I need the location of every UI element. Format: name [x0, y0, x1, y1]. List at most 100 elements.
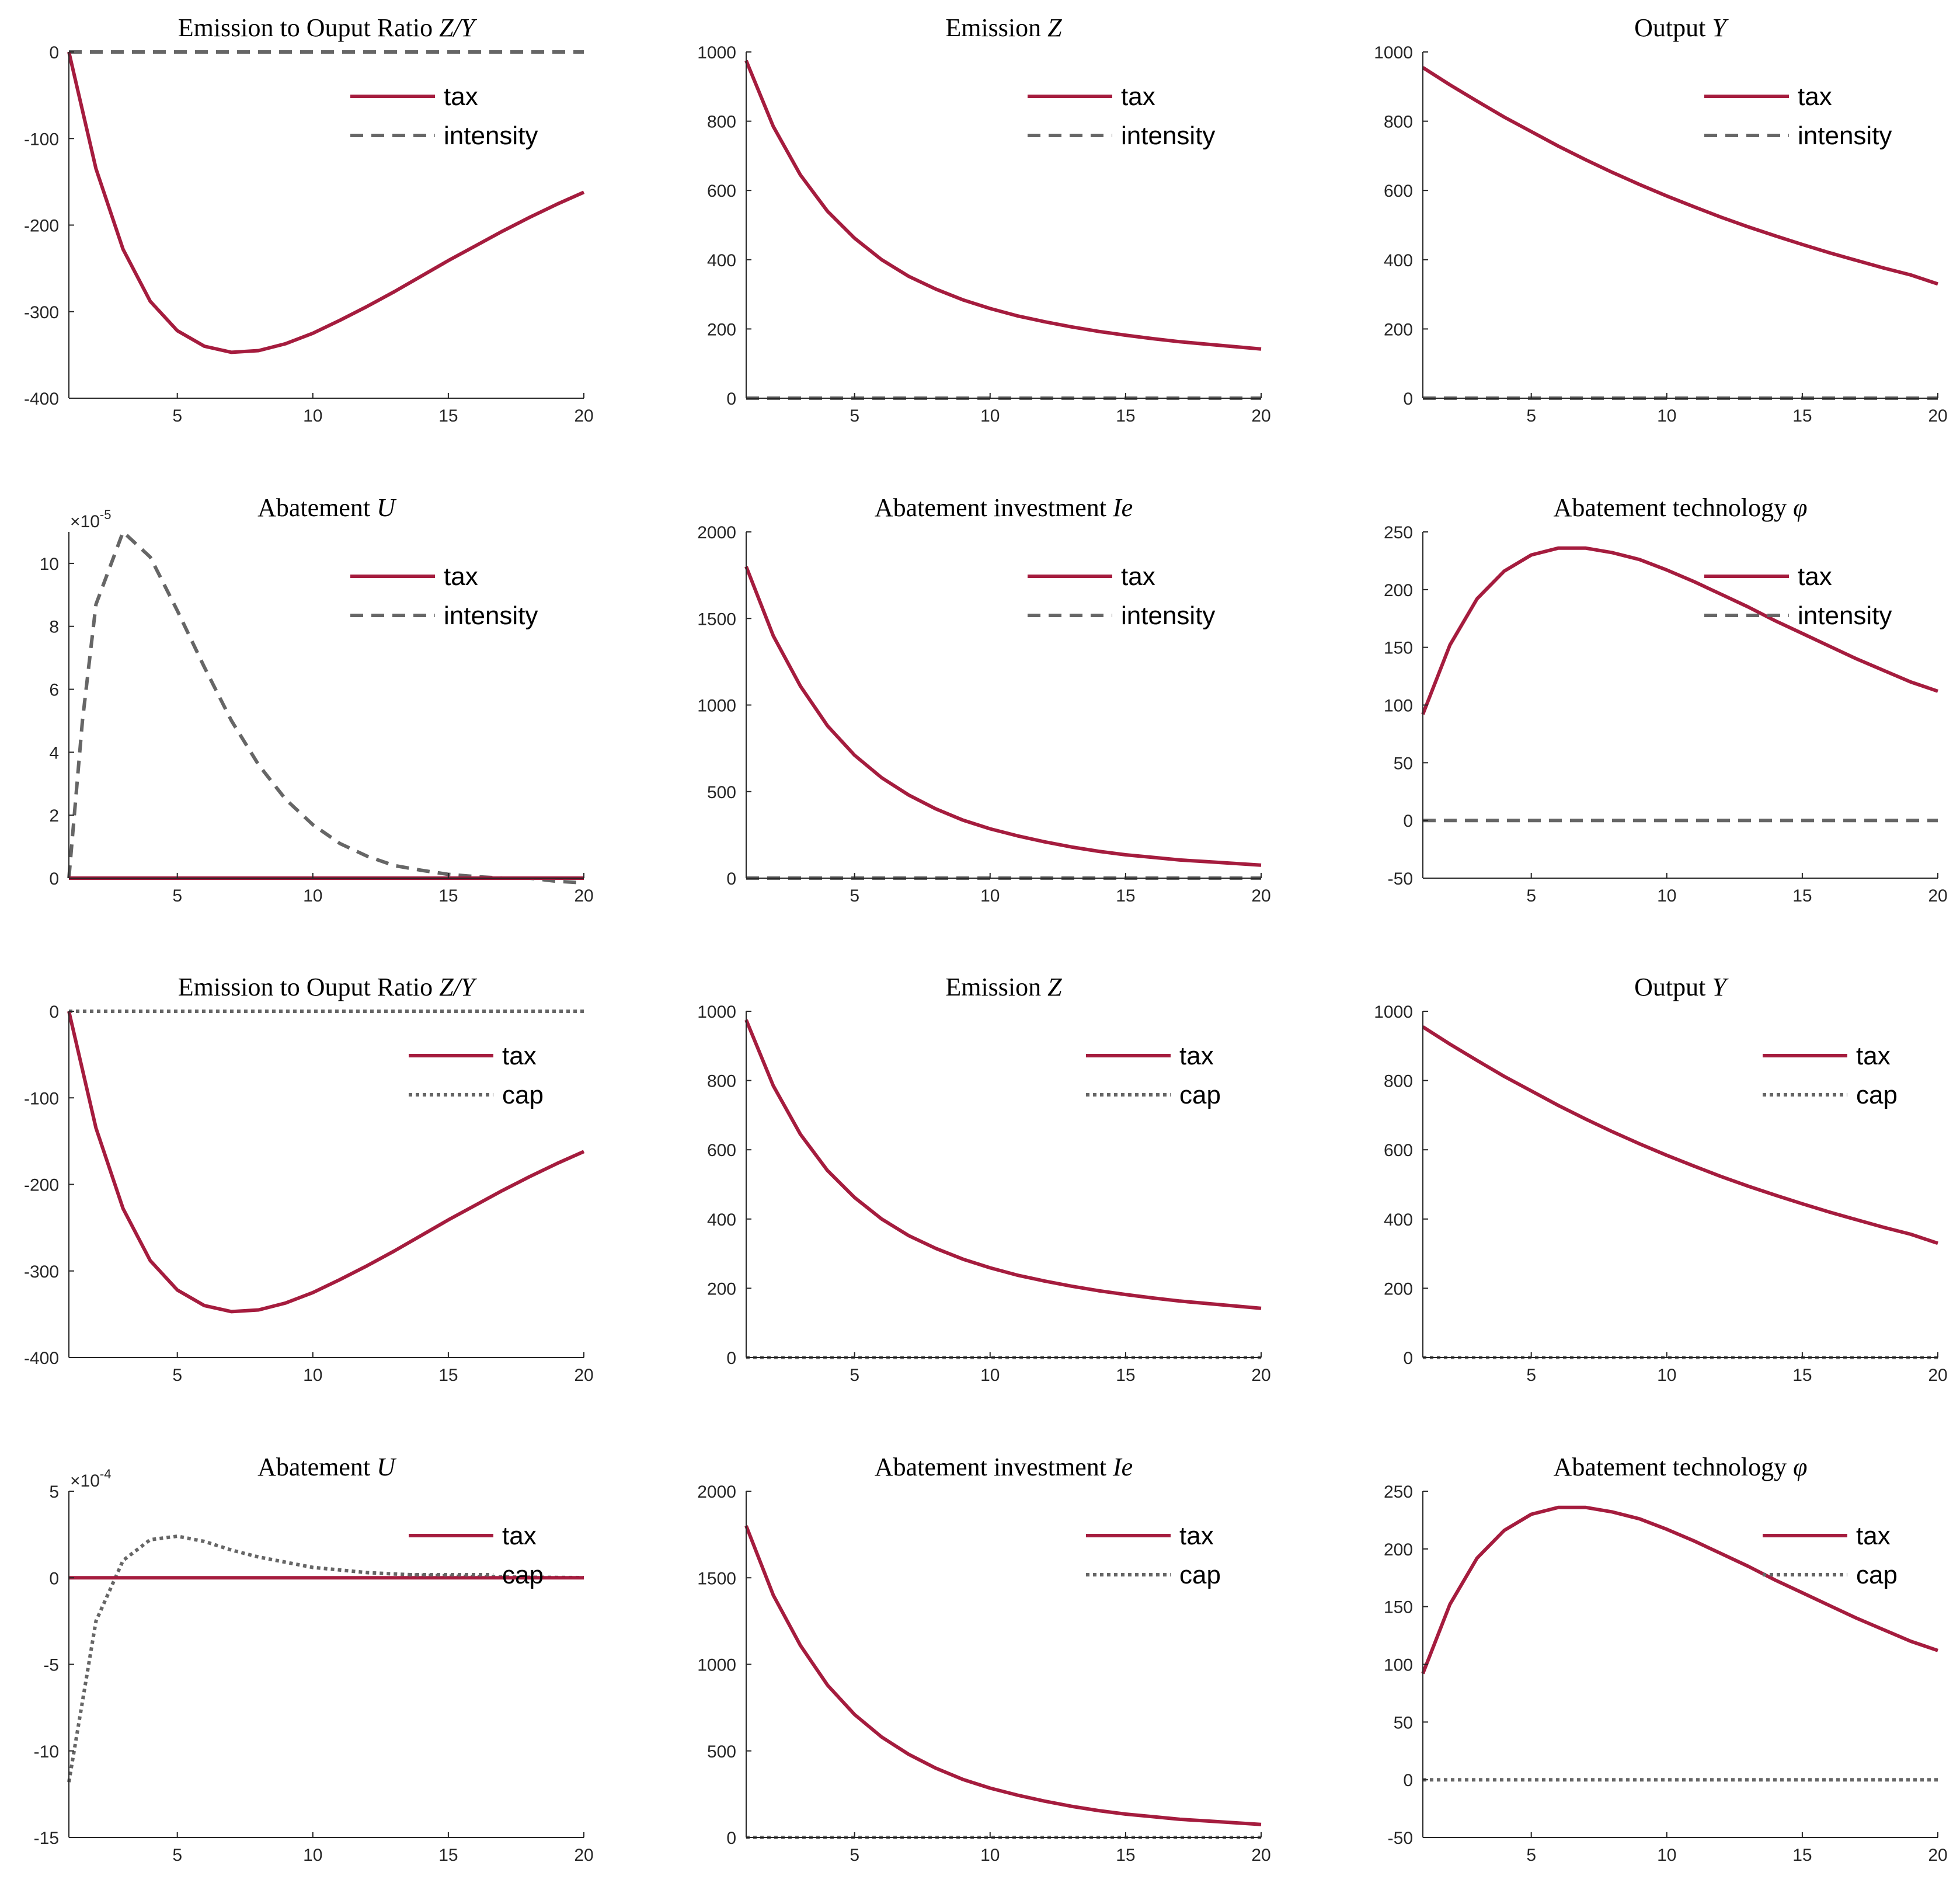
x-tick-label: 20: [574, 1846, 593, 1865]
chart-title: Emission to Ouput Ratio Z/Y: [178, 13, 478, 42]
x-tick-label: 5: [172, 1366, 182, 1385]
y-tick-label: -5: [43, 1656, 59, 1675]
chart-panel-12: Abatement technology φ 5 10 15 20 -50 0 50 100 15…: [1384, 1453, 1948, 1865]
y-tick-label: 500: [707, 1742, 736, 1762]
legend-label-cap: cap: [1856, 1561, 1898, 1589]
x-tick-label: 10: [303, 886, 322, 906]
chart-title-math: U: [377, 1453, 397, 1481]
x-tick-label: 15: [438, 1846, 458, 1865]
y-tick-label: -200: [24, 217, 59, 236]
chart-title-text: Emission: [945, 13, 1047, 42]
legend-label-tax: tax: [1798, 82, 1832, 111]
x-tick-label: 10: [980, 406, 1000, 426]
y-tick-label: -10: [34, 1742, 59, 1762]
x-tick-label: 5: [172, 886, 182, 906]
y-tick-label: 0: [49, 43, 59, 62]
chart-title: Abatement U: [257, 493, 397, 522]
y-tick-label: 1000: [697, 697, 736, 716]
y-tick-label: 0: [726, 389, 736, 409]
y-tick-label: 0: [49, 1569, 59, 1588]
series-line-tax: [744, 566, 1262, 867]
series-line-cap: [67, 1534, 584, 1783]
y-tick-label: 1500: [697, 610, 736, 629]
y-tick-label: 800: [707, 1072, 736, 1091]
axis-exponent: ×10-4: [70, 1467, 111, 1491]
legend-label-intensity: intensity: [1121, 121, 1215, 150]
y-tick-label: -100: [24, 130, 59, 149]
chart-panel-7: Emission to Ouput Ratio Z/Y 5 10 15 20 -400 -3…: [24, 973, 594, 1385]
y-tick-label: 0: [726, 1829, 736, 1848]
y-tick-label: 400: [707, 1210, 736, 1230]
chart-title-text: Emission to Ouput Ratio: [178, 13, 439, 42]
legend-label-tax: tax: [1179, 1042, 1214, 1070]
chart-title-text: Abatement: [257, 493, 377, 522]
x-tick-label: 15: [1116, 1846, 1135, 1865]
chart-title-math: Ie: [1112, 1453, 1133, 1481]
chart-title-text: Abatement investment: [875, 1453, 1113, 1481]
legend-label-intensity: intensity: [444, 601, 538, 630]
legend-label-tax: tax: [1121, 82, 1155, 111]
x-tick-label: 20: [1928, 886, 1947, 906]
x-tick-label: 20: [574, 1366, 593, 1385]
chart-title-math: Ie: [1112, 493, 1133, 522]
y-tick-label: 500: [707, 783, 736, 802]
chart-title-text: Emission: [945, 973, 1047, 1001]
x-tick-label: 20: [1251, 1366, 1270, 1385]
legend-label-intensity: intensity: [1121, 601, 1215, 630]
y-tick-label: -300: [24, 303, 59, 322]
y-tick-label: 100: [1384, 697, 1413, 716]
legend-label-cap: cap: [1856, 1081, 1898, 1109]
chart-title-math: Z: [1047, 973, 1062, 1001]
legend-label-tax: tax: [1856, 1522, 1891, 1550]
y-tick-label: 800: [707, 113, 736, 132]
y-tick-label: -300: [24, 1262, 59, 1282]
y-tick-label: -15: [34, 1829, 59, 1848]
y-tick-label: 0: [1403, 812, 1413, 831]
x-tick-label: 10: [303, 1366, 322, 1385]
chart-title-math: φ: [1793, 1453, 1807, 1481]
x-tick-label: 15: [1792, 886, 1812, 906]
legend-label-intensity: intensity: [1798, 121, 1892, 150]
x-tick-label: 20: [1928, 1366, 1947, 1385]
series-line-tax: [1421, 1505, 1938, 1675]
y-tick-label: 50: [1394, 1713, 1413, 1732]
chart-title: Emission Z: [945, 973, 1062, 1001]
x-tick-label: 10: [980, 1846, 1000, 1865]
series-line-tax: [67, 51, 585, 354]
chart-panel-1: Emission to Ouput Ratio Z/Y 5 10 15 20 -400 -3…: [24, 13, 594, 426]
chart-title: Abatement investment Ie: [875, 493, 1133, 522]
y-tick-label: -50: [1388, 1829, 1413, 1848]
axis-exponent: ×10-5: [70, 507, 111, 531]
y-tick-label: 400: [1384, 1210, 1413, 1230]
legend-label-tax: tax: [1179, 1522, 1214, 1550]
chart-title-math: Z/Y: [439, 13, 478, 42]
x-tick-label: 15: [1116, 1366, 1135, 1385]
chart-title: Emission to Ouput Ratio Z/Y: [178, 973, 478, 1001]
y-tick-label: 8: [49, 618, 59, 637]
series-line-tax: [1422, 66, 1938, 286]
x-tick-label: 20: [574, 886, 593, 906]
chart-title: Output Y: [1634, 13, 1729, 42]
y-tick-label: 2000: [697, 1482, 736, 1502]
y-tick-label: -100: [24, 1089, 59, 1108]
y-tick-label: 600: [707, 182, 736, 201]
axis-exponent-power: -4: [100, 1467, 112, 1481]
x-tick-label: 5: [172, 1846, 182, 1865]
y-tick-label: 200: [1384, 581, 1413, 600]
chart-title-math: φ: [1793, 493, 1807, 522]
legend-label-intensity: intensity: [1798, 601, 1892, 630]
y-tick-label: 600: [707, 1141, 736, 1160]
x-tick-label: 5: [1526, 1846, 1536, 1865]
x-tick-label: 15: [438, 406, 458, 426]
y-tick-label: 1000: [1374, 1003, 1413, 1022]
chart-title-text: Output: [1634, 13, 1712, 42]
y-tick-label: 1000: [697, 1656, 736, 1675]
chart-panel-5: Abatement investment Ie 5 10 15 20 0 500 1000 15…: [697, 493, 1270, 906]
y-tick-label: 800: [1384, 1072, 1413, 1091]
chart-panel-11: Abatement investment Ie 5 10 15 20 0 500 1000 15…: [697, 1453, 1270, 1865]
x-tick-label: 20: [1251, 1846, 1270, 1865]
series-line-tax: [67, 1011, 585, 1314]
y-tick-label: 0: [726, 1349, 736, 1368]
chart-title-math: Z/Y: [439, 973, 478, 1001]
